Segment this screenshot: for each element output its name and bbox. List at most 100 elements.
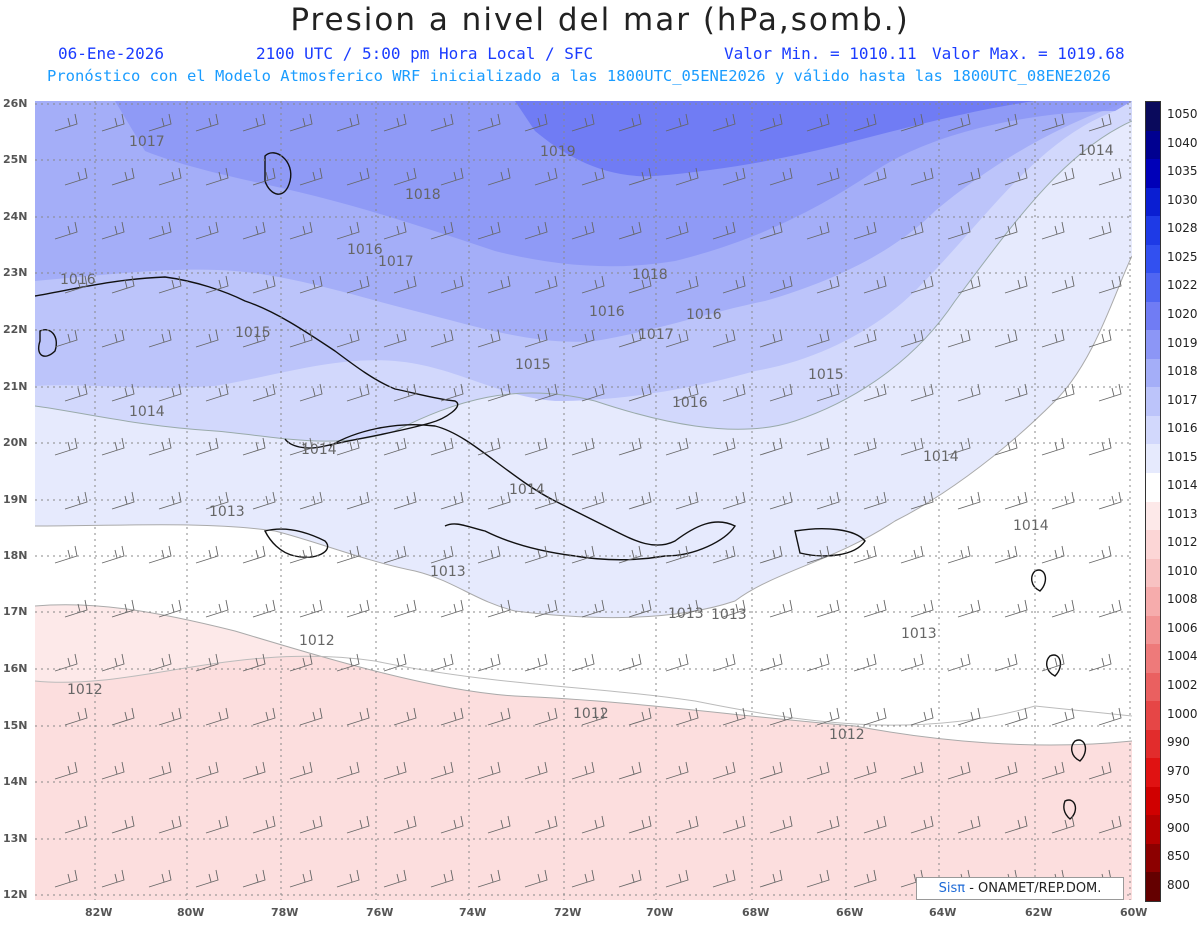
latitude-label: 15N [3, 719, 28, 732]
wind-barb [195, 761, 219, 780]
colorbar-label: 1020 [1167, 307, 1198, 322]
wind-barb [440, 275, 464, 294]
wind-barb [571, 437, 595, 456]
latitude-label: 13N [3, 832, 28, 845]
wind-barb [336, 545, 360, 564]
wind-barb [1098, 707, 1122, 726]
wind-barb [383, 113, 407, 132]
wind-barb [665, 221, 689, 240]
wind-barb [571, 329, 595, 348]
colorbar-label: 1004 [1167, 649, 1198, 664]
colorbar-label: 1012 [1167, 535, 1198, 550]
wind-barb [947, 113, 971, 132]
colorbar-label: 1035 [1167, 164, 1198, 179]
wind-barb [487, 491, 511, 510]
wind-barb [524, 221, 548, 240]
hispaniola-coast [329, 424, 737, 561]
wind-barb [957, 707, 981, 726]
colorbar-swatch [1146, 330, 1160, 360]
isobar-label: 1014 [509, 482, 545, 498]
wind-barb [252, 491, 276, 510]
wind-barb [1041, 761, 1065, 780]
wind-barb [581, 599, 605, 618]
wind-barb [769, 275, 793, 294]
wind-barb [853, 653, 877, 672]
wind-barb [205, 275, 229, 294]
max-value-label: Valor Max. = 1019.68 [932, 44, 1125, 63]
latitude-label: 19N [3, 493, 28, 506]
wind-barb [1004, 275, 1028, 294]
wind-barb [759, 761, 783, 780]
wind-barb [947, 329, 971, 348]
wind-barb [487, 167, 511, 186]
wind-barb [299, 707, 323, 726]
colorbar-label: 1017 [1167, 392, 1198, 407]
longitude-label: 80W [177, 906, 205, 919]
wind-barb [665, 113, 689, 132]
isobar-label: 1012 [299, 633, 335, 649]
wind-barb [1098, 383, 1122, 402]
wind-barb [816, 383, 840, 402]
wind-barb [346, 707, 370, 726]
wind-barb [477, 545, 501, 564]
wind-barb [205, 707, 229, 726]
latitude-label: 22N [3, 323, 28, 336]
wind-barb [1051, 491, 1075, 510]
longitude-label: 78W [271, 906, 299, 919]
wind-barb [534, 275, 558, 294]
colorbar-swatch [1146, 615, 1160, 645]
wind-barb [346, 275, 370, 294]
wind-barb [289, 221, 313, 240]
colorbar [1145, 101, 1161, 902]
wind-barb [806, 869, 830, 888]
colorbar-swatch [1146, 216, 1160, 246]
wind-barb [430, 221, 454, 240]
wind-barb [1041, 329, 1065, 348]
wind-barb [205, 383, 229, 402]
isobar-label: 1014 [129, 404, 165, 420]
wind-barb [910, 167, 934, 186]
wind-barb [863, 707, 887, 726]
wind-barb [252, 383, 276, 402]
longitude-label: 72W [554, 906, 582, 919]
wind-barb [252, 815, 276, 834]
colorbar-label: 1010 [1167, 563, 1198, 578]
colorbar-swatch [1146, 672, 1160, 702]
wind-barb [289, 329, 313, 348]
colorbar-swatch [1146, 843, 1160, 873]
wind-barb [581, 275, 605, 294]
wind-barb [393, 707, 417, 726]
wind-barb [195, 113, 219, 132]
wind-barb [863, 491, 887, 510]
wind-barb [816, 815, 840, 834]
colorbar-label: 1050 [1167, 107, 1198, 122]
wind-barb [900, 545, 924, 564]
band-1019 [515, 101, 1035, 177]
wind-barb [148, 761, 172, 780]
wind-barb [910, 707, 934, 726]
isobar-label: 1012 [829, 727, 865, 743]
wind-barb [487, 275, 511, 294]
wind-barb [863, 383, 887, 402]
wind-barb [477, 221, 501, 240]
longitude-label: 70W [646, 906, 674, 919]
colorbar-label: 1013 [1167, 506, 1198, 521]
wind-barb [289, 869, 313, 888]
wind-barb [712, 113, 736, 132]
wind-barb [383, 545, 407, 564]
wind-barb [440, 815, 464, 834]
isobar-label: 1017 [129, 134, 165, 150]
colorbar-label: 800 [1167, 877, 1190, 892]
wind-barb [957, 491, 981, 510]
wind-barb [440, 707, 464, 726]
longitude-label: 62W [1025, 906, 1053, 919]
wind-barb [722, 815, 746, 834]
wind-barb [289, 545, 313, 564]
wind-barb [947, 761, 971, 780]
colorbar-label: 1018 [1167, 364, 1198, 379]
colorbar-swatch [1146, 758, 1160, 788]
wind-barb [665, 545, 689, 564]
wind-barb [581, 815, 605, 834]
isobar-label: 1014 [1013, 518, 1049, 534]
wind-barb [759, 221, 783, 240]
